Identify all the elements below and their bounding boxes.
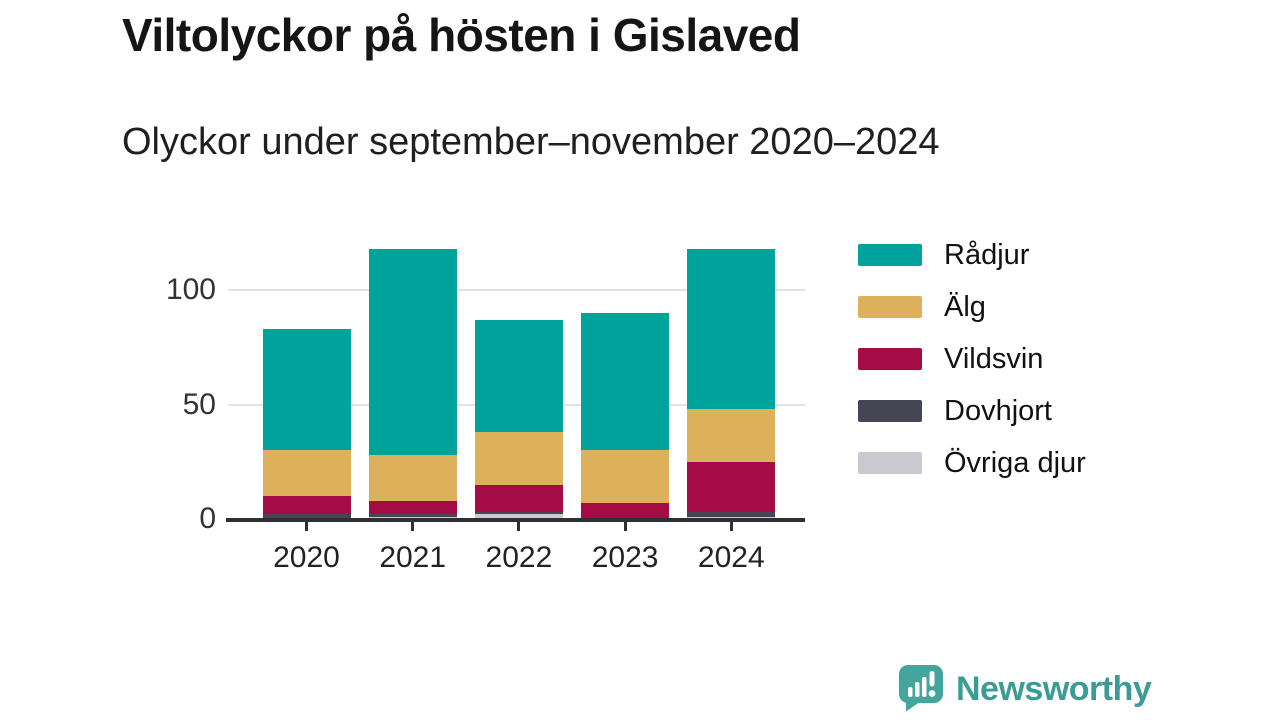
chart-legend: Rådjur Älg Vildsvin Dovhjort Övriga djur <box>858 239 1086 504</box>
legend-item-Vildsvin: Vildsvin <box>858 343 1086 375</box>
x-axis-tick <box>411 522 415 531</box>
newsworthy-bubble-icon <box>899 665 943 712</box>
legend-label: Vildsvin <box>944 342 1044 375</box>
bar-segment-2020-Vildsvin <box>262 496 351 515</box>
y-axis-tick-label: 100 <box>165 273 216 307</box>
bar-segment-2020-Rådjur <box>262 329 351 451</box>
bar-segment-2021-Dovhjort <box>368 514 457 517</box>
legend-item-Älg: Älg <box>858 291 1086 323</box>
bar-segment-2023-Rådjur <box>581 313 670 451</box>
bar-2021 <box>368 249 457 519</box>
x-axis-tick-label: 2022 <box>485 541 553 574</box>
bar-segment-2024-Vildsvin <box>687 461 776 513</box>
bar-segment-2024-Dovhjort <box>687 512 776 517</box>
x-axis-tick <box>729 522 733 531</box>
legend-label: Dovhjort <box>944 394 1052 427</box>
legend-label: Övriga djur <box>944 446 1086 479</box>
bar-segment-2022-Övriga djur <box>474 514 563 519</box>
bar-2023 <box>581 313 670 519</box>
legend-swatch <box>858 400 922 422</box>
y-axis-tick-label: 50 <box>182 387 216 421</box>
bar-segment-2023-Älg <box>581 450 670 503</box>
x-axis-tick-label: 2024 <box>697 541 765 574</box>
bar-segment-2022-Rådjur <box>474 320 563 433</box>
bar-segment-2023-Vildsvin <box>581 502 670 519</box>
legend-swatch <box>858 348 922 370</box>
x-axis-tick <box>517 522 521 531</box>
bar-segment-2022-Vildsvin <box>474 484 563 513</box>
bar-segment-2022-Älg <box>474 432 563 485</box>
bar-segment-2021-Älg <box>368 454 457 501</box>
legend-item-Rådjur: Rådjur <box>858 239 1086 271</box>
newsworthy-logo: Newsworthy <box>897 664 1152 712</box>
legend-label: Älg <box>944 290 986 323</box>
bar-segment-2024-Rådjur <box>687 249 776 410</box>
bar-2024 <box>687 249 776 519</box>
y-axis-tick-label: 0 <box>199 502 216 535</box>
bar-segment-2021-Övriga djur <box>368 516 457 519</box>
bar-2020 <box>262 329 351 519</box>
chart-title: Viltolyckor på hösten i Gislaved <box>122 9 801 61</box>
x-axis-tick <box>305 522 308 531</box>
bar-segment-2021-Rådjur <box>368 249 457 455</box>
legend-item-Övriga djur: Övriga djur <box>858 447 1086 479</box>
x-axis-tick-label: 2020 <box>273 541 340 574</box>
x-axis-tick-label: 2021 <box>379 541 447 574</box>
bar-segment-2020-Älg <box>262 450 351 497</box>
brand-name: Newsworthy <box>956 670 1152 708</box>
x-axis-tick-label: 2023 <box>591 541 659 574</box>
bar-2022 <box>474 320 563 519</box>
gridline-100 <box>228 289 805 292</box>
bar-segment-2024-Övriga djur <box>687 516 776 519</box>
chart-subtitle: Olyckor under september–november 2020–20… <box>122 121 940 163</box>
legend-swatch <box>858 296 922 318</box>
legend-swatch <box>858 452 922 474</box>
legend-swatch <box>858 244 922 266</box>
bar-segment-2020-Dovhjort <box>262 514 351 519</box>
x-axis-line <box>226 518 805 522</box>
x-axis-tick <box>623 522 627 531</box>
bar-segment-2022-Dovhjort <box>474 512 563 515</box>
legend-item-Dovhjort: Dovhjort <box>858 395 1086 427</box>
bar-segment-2024-Älg <box>687 409 776 462</box>
legend-label: Rådjur <box>944 238 1030 271</box>
bar-segment-2021-Vildsvin <box>368 500 457 515</box>
